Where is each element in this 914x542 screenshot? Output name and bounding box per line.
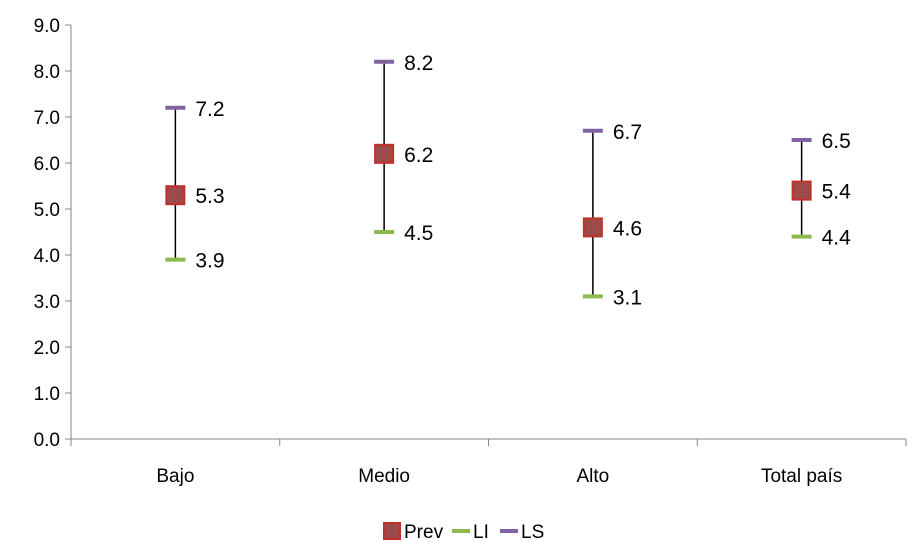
y-tick-label: 9.0	[34, 16, 60, 37]
li-data-label: 3.1	[613, 286, 642, 309]
li-data-label: 3.9	[195, 250, 224, 273]
y-tick-label: 4.0	[34, 246, 60, 267]
x-tick-label: Medio	[358, 466, 410, 487]
x-tick-label: Total país	[761, 466, 842, 487]
prev-marker	[374, 143, 395, 164]
y-tick-label: 7.0	[34, 108, 60, 129]
legend: Prev LI LS	[383, 522, 544, 542]
legend-prev-label: Prev	[404, 522, 444, 542]
legend-prev-swatch	[383, 522, 401, 540]
prev-data-label: 5.3	[195, 185, 224, 208]
ls-data-label: 8.2	[404, 52, 433, 75]
legend-li-label: LI	[473, 522, 489, 542]
prev-data-label: 4.6	[613, 217, 642, 240]
li-data-label: 4.4	[822, 227, 852, 250]
y-tick-label: 2.0	[34, 338, 60, 359]
y-tick-label: 3.0	[34, 292, 60, 313]
data-labels: 7.2 5.3 3.9 8.2 6.2 4.5 6.7 4.6 3.1 6.5 5.4 4.4	[195, 52, 851, 310]
li-data-label: 4.5	[404, 222, 433, 245]
x-tick-label: Alto	[577, 466, 610, 487]
y-tick-label: 0.0	[34, 430, 60, 451]
ls-data-label: 7.2	[195, 98, 224, 121]
prev-marker	[165, 185, 186, 206]
markers	[165, 59, 812, 299]
prev-data-label: 5.4	[822, 181, 852, 204]
prev-marker	[582, 217, 603, 238]
ls-data-label: 6.5	[822, 130, 851, 153]
x-tick-label: Bajo	[156, 466, 194, 487]
axes: 0.0 1.0 2.0 3.0 4.0 5.0 6.0 7.0 8.0 9.0 Bajo Medio A…	[34, 16, 907, 487]
y-tick-label: 5.0	[34, 200, 60, 221]
prev-data-label: 6.2	[404, 144, 433, 167]
y-tick-label: 6.0	[34, 154, 60, 175]
prev-marker	[791, 180, 812, 201]
ls-data-label: 6.7	[613, 121, 642, 144]
y-tick-label: 1.0	[34, 384, 60, 405]
legend-ls-label: LS	[521, 522, 544, 542]
error-bars	[174, 61, 803, 297]
y-tick-label: 8.0	[34, 62, 60, 83]
